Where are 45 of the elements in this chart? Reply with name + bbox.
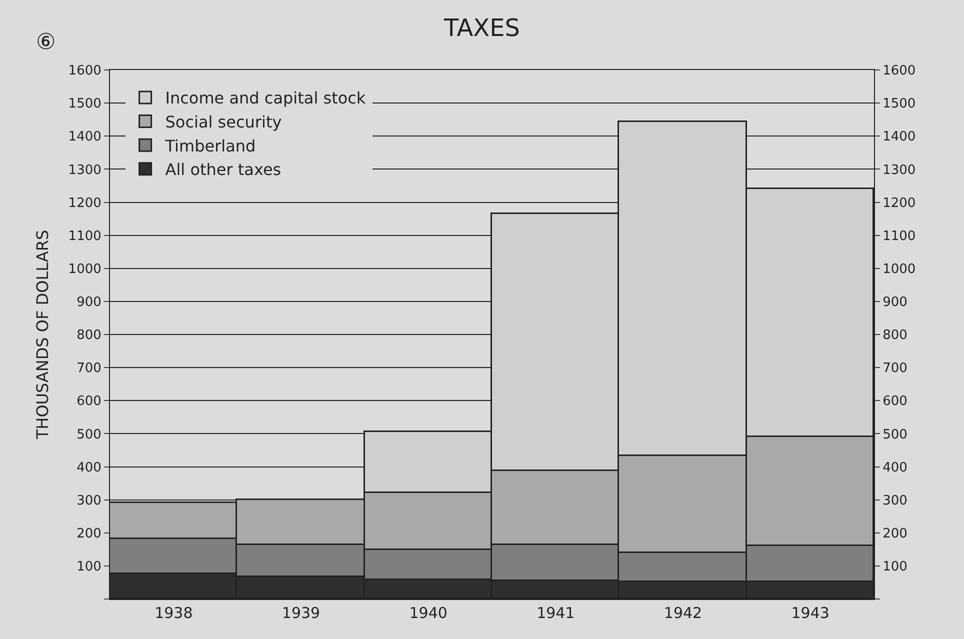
y-tick-label: 400 (76, 460, 102, 476)
y-tick-label: 100 (76, 559, 102, 574)
y2-tick-label: 200 (882, 526, 908, 542)
y2-tick-label: 1300 (882, 162, 916, 178)
legend-label: All other taxes (165, 160, 282, 180)
text: ⑥ (36, 30, 56, 55)
y2-tick-label: 500 (882, 427, 908, 442)
x-tick-label: 1939 (282, 604, 320, 622)
y2-tick-label: 1400 (882, 130, 916, 145)
y2-tick-label: 100 (882, 559, 908, 574)
y2-tick-label: 400 (882, 460, 908, 476)
y-tick-label: 300 (76, 493, 102, 508)
y-tick-label: 1000 (68, 262, 102, 277)
y2-tick-label: 1600 (882, 64, 916, 79)
y-tick-label: 900 (76, 294, 102, 310)
x-tick-label: 1941 (536, 604, 575, 622)
y-tick-label: 1600 (68, 64, 102, 79)
chart-title: TAXES (442, 14, 520, 42)
y-tick-label: 1400 (68, 130, 102, 145)
y2-tick-label: 900 (882, 294, 908, 310)
y-tick-label: 1500 (68, 96, 102, 112)
y-tick-label: 500 (76, 427, 102, 442)
y-tick-label: 700 (76, 361, 102, 376)
legend-label: Income and capital stock (165, 88, 366, 108)
y2-tick-label: 300 (882, 493, 908, 508)
y2-tick-label: 1500 (882, 96, 916, 112)
y2-tick-label: 1100 (882, 228, 916, 244)
y-tick-label: 1200 (68, 196, 102, 211)
y-tick-label: 800 (76, 328, 102, 344)
y-tick-label: 1300 (68, 162, 102, 178)
x-tick-label: 1943 (791, 604, 830, 622)
x-tick-label: 1942 (664, 604, 702, 622)
legend-label: Social security (165, 112, 282, 132)
y-tick-label: 1100 (68, 228, 102, 244)
y2-tick-label: 1200 (882, 196, 916, 211)
y2-tick-label: 700 (882, 361, 908, 376)
x-tick-label: 1938 (154, 604, 193, 622)
y-axis-title: THOUSANDS OF DOLLARS (33, 230, 52, 440)
x-tick-label: 1940 (409, 604, 448, 622)
y2-tick-label: 1000 (882, 262, 916, 277)
y2-tick-label: 600 (882, 394, 908, 410)
y2-tick-label: 800 (882, 328, 908, 344)
y-tick-label: 200 (76, 526, 102, 542)
legend-label: Timberland (164, 136, 256, 156)
y-tick-label: 600 (76, 394, 102, 410)
